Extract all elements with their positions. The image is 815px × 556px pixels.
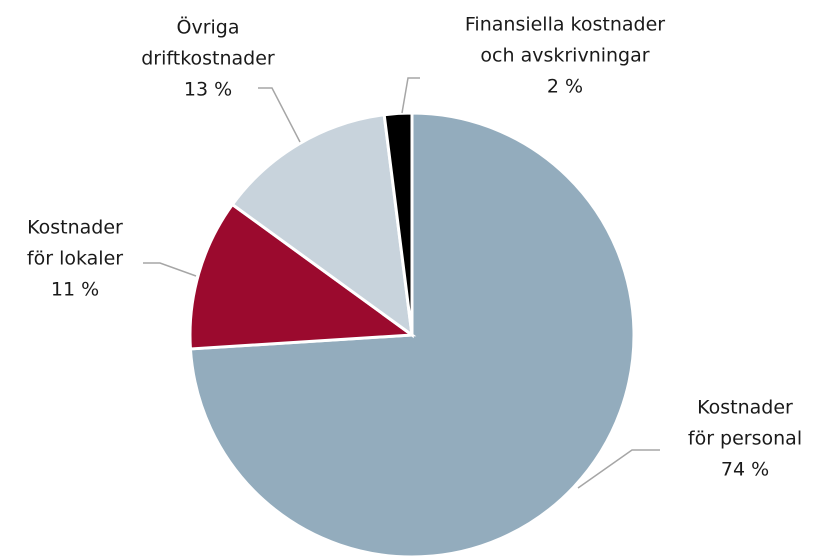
slice-label: för lokaler: [27, 248, 123, 270]
pie-slice: [188, 202, 417, 351]
pie-slice: [382, 111, 414, 336]
slice-value-label: 2 %: [547, 76, 583, 98]
slice-label: driftkostnader: [141, 48, 275, 70]
slice-label: och avskrivningar: [480, 45, 649, 67]
slice-value-label: 13 %: [184, 79, 232, 101]
leader-line: [577, 449, 660, 489]
slice-label: för personal: [688, 428, 802, 450]
leader-line: [401, 77, 420, 114]
slice-label: Finansiella kostnader: [465, 14, 665, 36]
leader-line: [143, 262, 197, 277]
slice-label: Kostnader: [697, 397, 793, 419]
slice-label: Kostnader: [27, 217, 123, 239]
slice-value-label: 11 %: [51, 279, 99, 301]
slice-label: Övriga: [177, 16, 240, 39]
leader-line: [258, 87, 301, 143]
slice-value-label: 74 %: [721, 459, 769, 481]
pie-slice: [230, 113, 414, 339]
